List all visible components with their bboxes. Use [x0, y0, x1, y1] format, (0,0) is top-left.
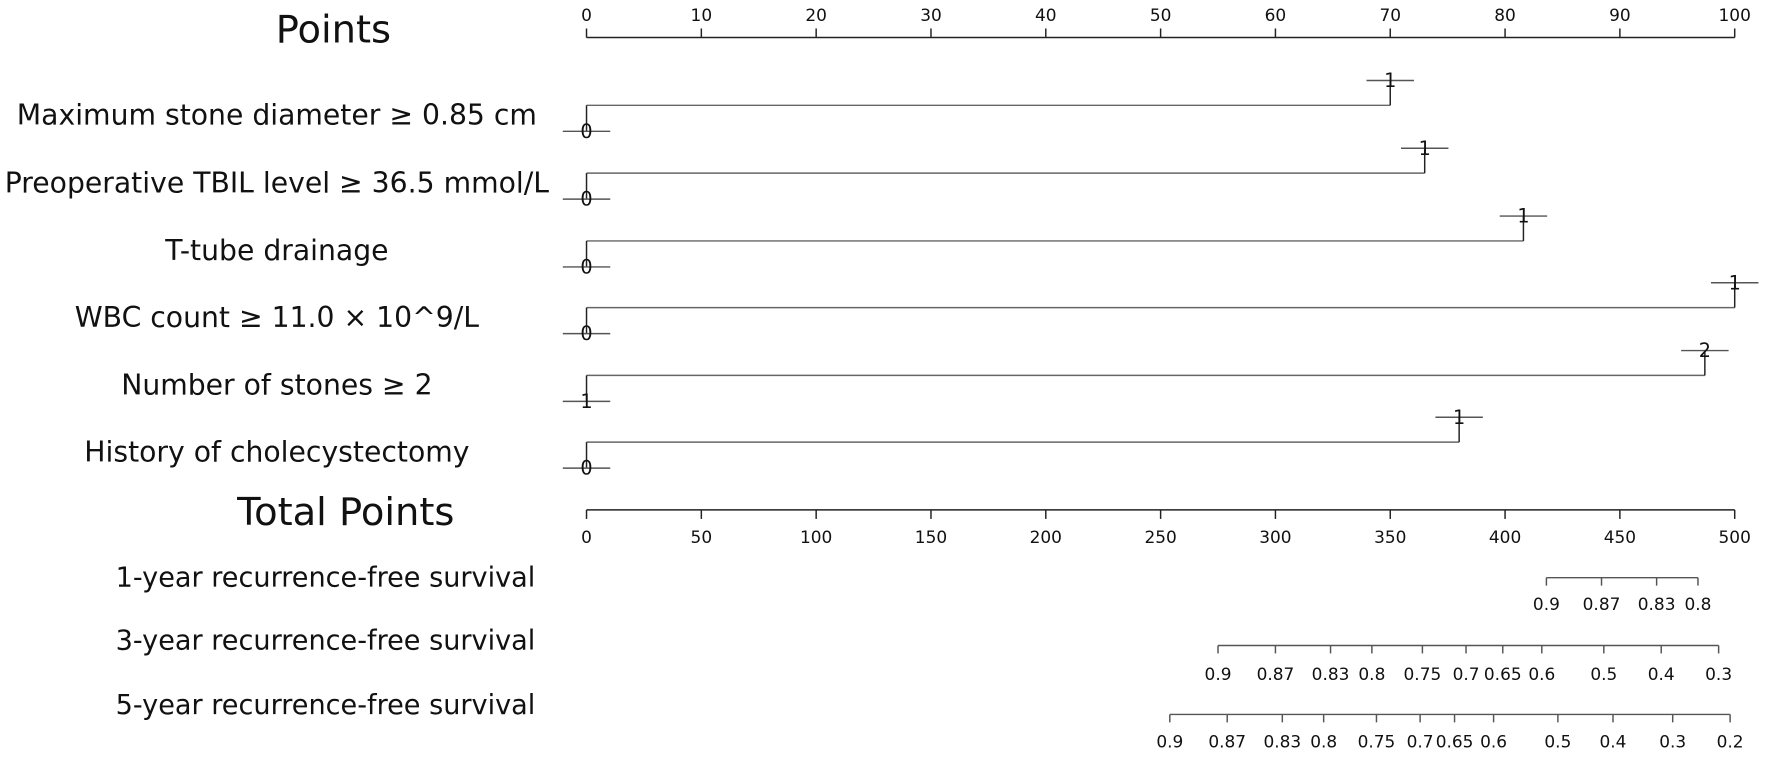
survival-tick-label: 0.6	[1528, 664, 1555, 684]
x-tick-label: 20	[805, 5, 827, 25]
x-tick-label: 300	[1259, 527, 1291, 547]
x-tick-label: 200	[1030, 527, 1062, 547]
x-tick-label: 500	[1719, 527, 1751, 547]
total-points-title: Total Points	[236, 490, 454, 535]
x-tick-label: 450	[1604, 527, 1636, 547]
x-tick-label: 90	[1609, 5, 1631, 25]
x-tick-label: 100	[1719, 5, 1751, 25]
survival-tick-label: 0.75	[1358, 732, 1396, 752]
x-tick-label: 70	[1379, 5, 1401, 25]
survival-tick-label: 0.87	[1208, 732, 1246, 752]
survival-tick-label: 0.9	[1533, 594, 1560, 614]
level-label: 0	[580, 256, 592, 279]
level-label: 1	[1453, 406, 1465, 429]
x-tick-label: 30	[920, 5, 942, 25]
x-tick-label: 80	[1494, 5, 1516, 25]
survival-tick-label: 0.83	[1263, 732, 1301, 752]
survival-tick-label: 0.5	[1544, 732, 1571, 752]
level-label: 1	[1384, 69, 1396, 92]
survival-tick-label: 0.8	[1310, 732, 1337, 752]
survival-tick-label: 0.8	[1358, 664, 1385, 684]
level-label: 2	[1699, 339, 1711, 362]
x-tick-label: 40	[1035, 5, 1057, 25]
survival-tick-label: 0.7	[1407, 732, 1434, 752]
x-tick-label: 250	[1144, 527, 1176, 547]
level-label: 1	[1419, 137, 1431, 160]
survival-tick-label: 0.4	[1600, 732, 1627, 752]
level-label: 0	[580, 120, 592, 143]
survival-label: 5-year recurrence-free survival	[116, 690, 536, 721]
variable-label: T-tube drainage	[164, 234, 388, 267]
x-tick-label: 10	[691, 5, 713, 25]
survival-tick-label: 0.83	[1312, 664, 1350, 684]
survival-label: 1-year recurrence-free survival	[116, 562, 536, 593]
survival-label: 3-year recurrence-free survival	[116, 626, 536, 657]
survival-tick-label: 0.6	[1480, 732, 1507, 752]
x-tick-label: 350	[1374, 527, 1406, 547]
survival-tick-label: 0.9	[1205, 664, 1232, 684]
survival-tick-label: 0.65	[1436, 732, 1474, 752]
variable-label: Maximum stone diameter ≥ 0.85 cm	[17, 99, 537, 132]
survival-tick-label: 0.87	[1257, 664, 1295, 684]
level-label: 0	[580, 322, 592, 345]
survival-tick-label: 0.8	[1684, 594, 1711, 614]
x-tick-label: 150	[915, 527, 947, 547]
survival-tick-label: 0.5	[1590, 664, 1617, 684]
level-label: 1	[1517, 205, 1529, 228]
level-label: 1	[1729, 271, 1741, 294]
x-tick-label: 100	[800, 527, 832, 547]
points-title: Points	[276, 7, 391, 52]
x-tick-label: 50	[1150, 5, 1172, 25]
survival-tick-label: 0.3	[1705, 664, 1732, 684]
x-tick-label: 400	[1489, 527, 1521, 547]
variable-label: Preoperative TBIL level ≥ 36.5 mmol/L	[5, 166, 550, 199]
x-tick-label: 60	[1265, 5, 1287, 25]
survival-tick-label: 0.87	[1583, 594, 1621, 614]
x-tick-label: 0	[581, 527, 592, 547]
survival-tick-label: 0.83	[1638, 594, 1676, 614]
survival-tick-label: 0.3	[1659, 732, 1686, 752]
variable-label: History of cholecystectomy	[84, 435, 469, 468]
variable-label: WBC count ≥ 11.0 × 10^9/L	[75, 301, 479, 334]
x-tick-label: 0	[581, 5, 592, 25]
survival-tick-label: 0.2	[1717, 732, 1744, 752]
survival-tick-label: 0.65	[1484, 664, 1522, 684]
survival-tick-label: 0.7	[1453, 664, 1480, 684]
x-tick-label: 50	[691, 527, 713, 547]
variable-label: Number of stones ≥ 2	[121, 369, 432, 402]
survival-tick-label: 0.9	[1156, 732, 1183, 752]
survival-tick-label: 0.4	[1648, 664, 1675, 684]
level-label: 1	[580, 390, 592, 413]
level-label: 0	[580, 188, 592, 211]
level-label: 0	[580, 457, 592, 480]
survival-tick-label: 0.75	[1404, 664, 1442, 684]
